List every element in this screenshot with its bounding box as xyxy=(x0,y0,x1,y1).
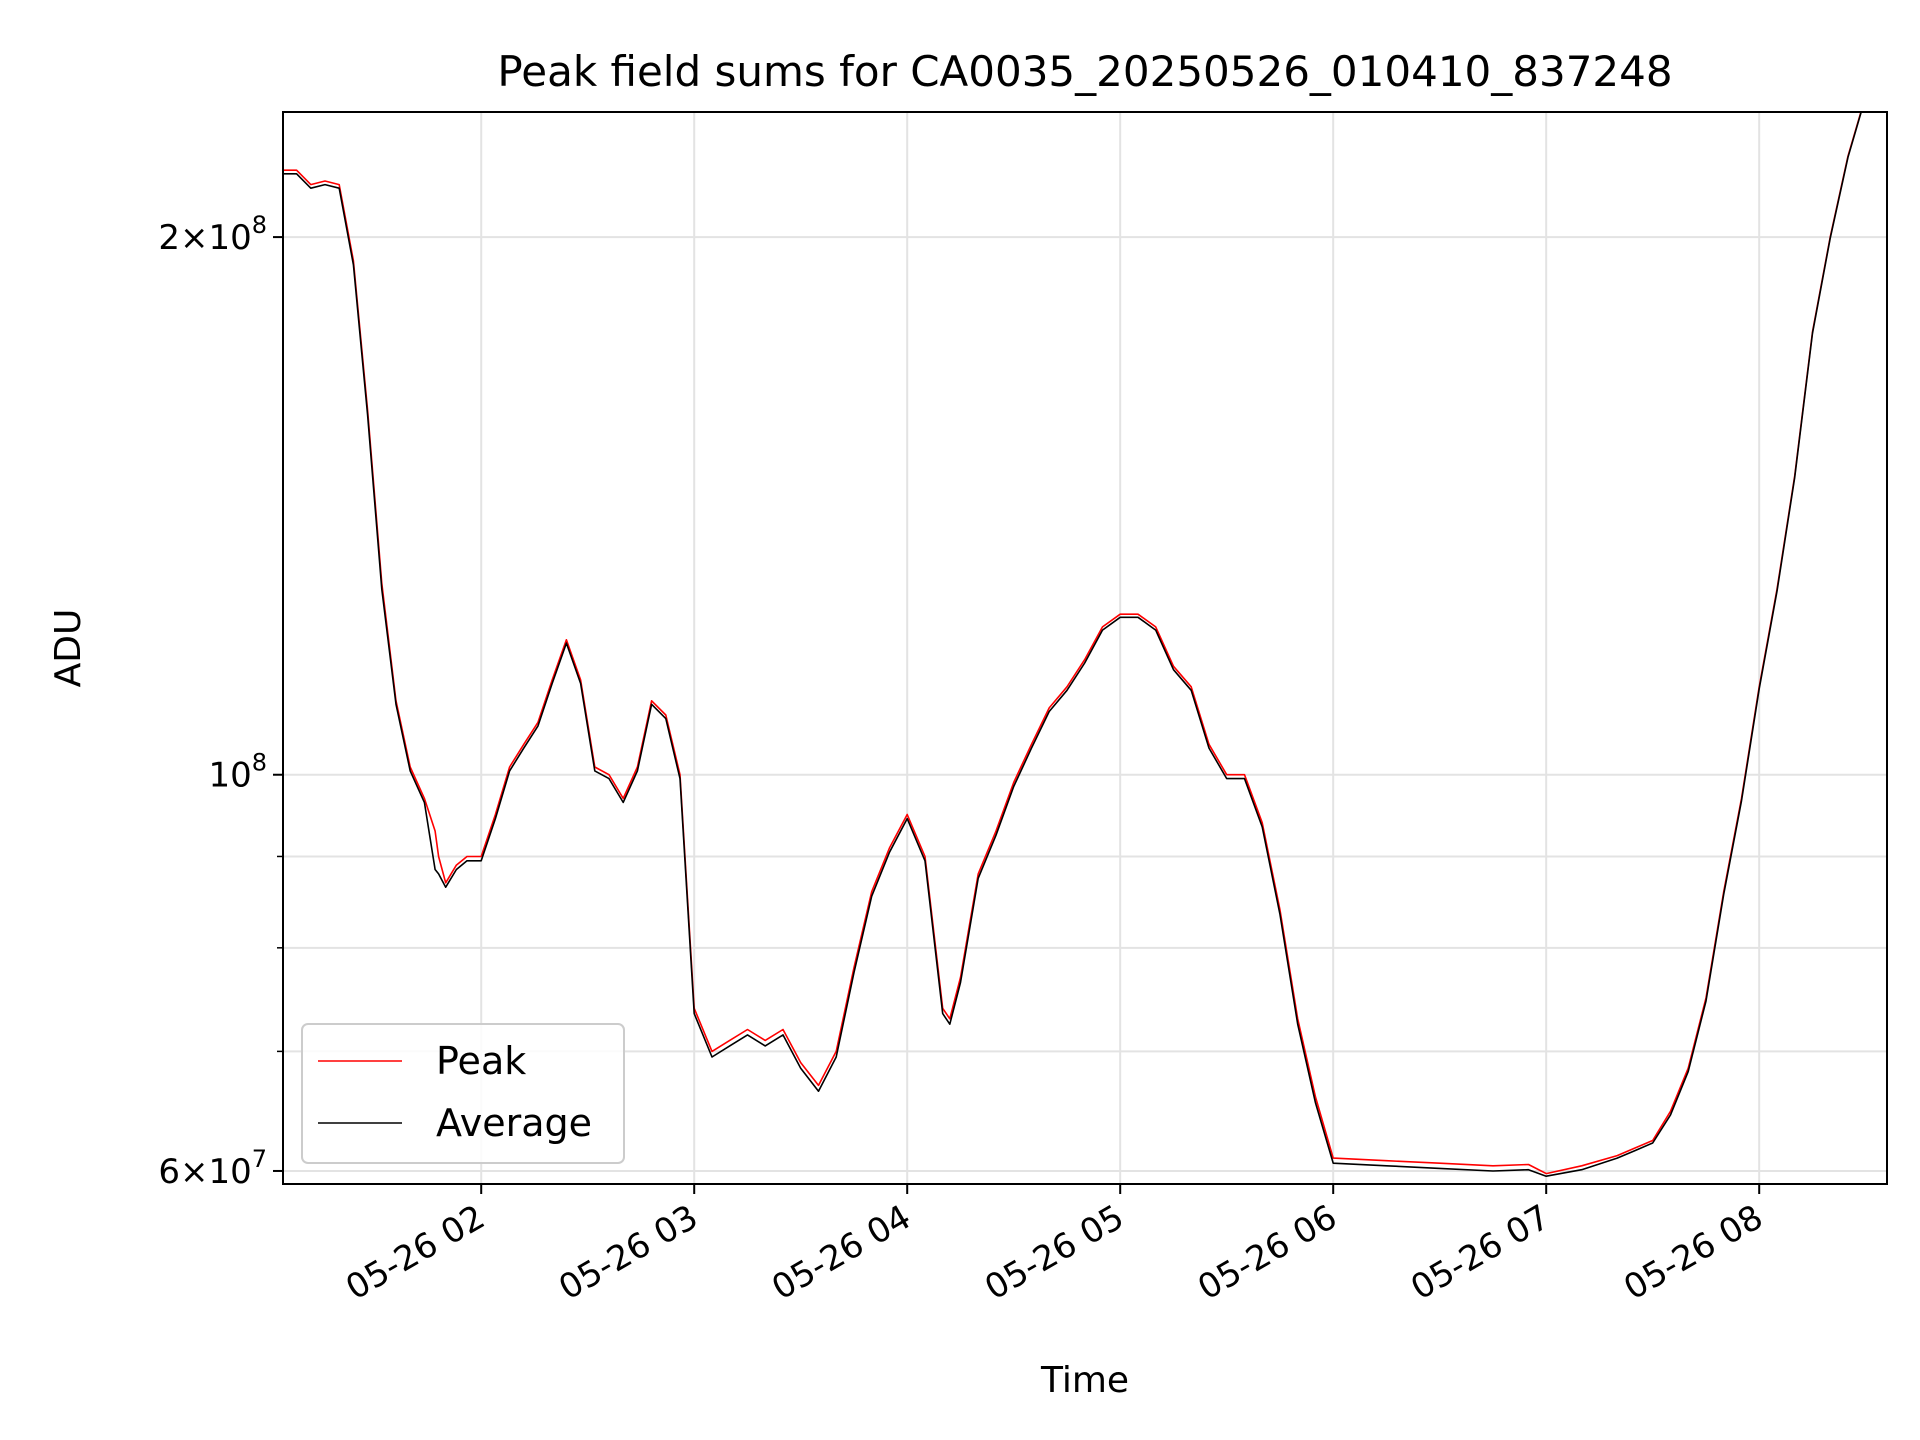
y-tick-label: 108 xyxy=(208,749,267,796)
y-tick-label: 6×107 xyxy=(158,1145,267,1192)
chart-title: Peak field sums for CA0035_20250526_0104… xyxy=(497,47,1672,96)
x-axis-label: Time xyxy=(1040,1360,1129,1401)
series-line-average xyxy=(283,112,1863,1177)
y-axis-ticks: 6×107 108 2×108 xyxy=(158,211,283,1192)
y-tick-label: 2×108 xyxy=(158,211,267,258)
series-line-peak xyxy=(283,112,1862,1175)
legend-box xyxy=(301,1023,625,1164)
plot-frame xyxy=(282,111,1888,1185)
plot-area xyxy=(283,112,1863,1177)
series-lines xyxy=(283,112,1863,1177)
y-axis-label: ADU xyxy=(48,609,89,688)
legend-label-average: Average xyxy=(436,1101,592,1145)
legend-label-peak: Peak xyxy=(436,1039,526,1083)
legend: Peak Average xyxy=(301,1023,625,1164)
